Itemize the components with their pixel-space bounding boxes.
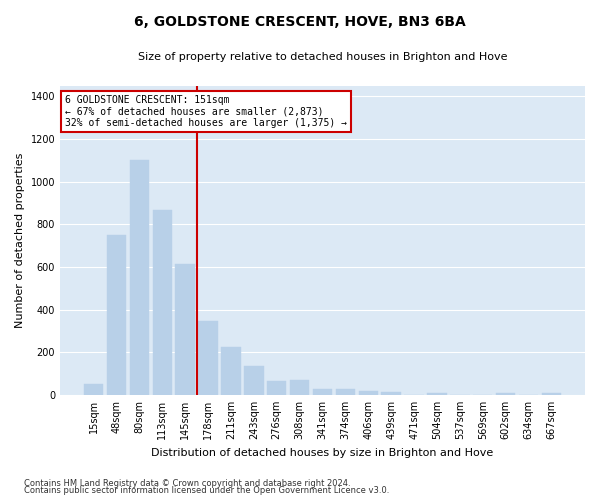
Text: Contains HM Land Registry data © Crown copyright and database right 2024.: Contains HM Land Registry data © Crown c… <box>24 478 350 488</box>
Bar <box>199 322 218 395</box>
Bar <box>313 388 332 395</box>
Bar <box>267 381 286 395</box>
Text: 6, GOLDSTONE CRESCENT, HOVE, BN3 6BA: 6, GOLDSTONE CRESCENT, HOVE, BN3 6BA <box>134 15 466 29</box>
X-axis label: Distribution of detached houses by size in Brighton and Hove: Distribution of detached houses by size … <box>151 448 494 458</box>
Text: 6 GOLDSTONE CRESCENT: 151sqm
← 67% of detached houses are smaller (2,873)
32% of: 6 GOLDSTONE CRESCENT: 151sqm ← 67% of de… <box>65 95 347 128</box>
Bar <box>290 380 310 395</box>
Bar <box>359 390 378 395</box>
Bar <box>427 393 446 395</box>
Y-axis label: Number of detached properties: Number of detached properties <box>15 152 25 328</box>
Bar <box>244 366 263 395</box>
Text: Contains public sector information licensed under the Open Government Licence v3: Contains public sector information licen… <box>24 486 389 495</box>
Bar <box>175 264 195 395</box>
Bar <box>84 384 103 395</box>
Bar <box>152 210 172 395</box>
Bar <box>496 393 515 395</box>
Bar <box>130 160 149 395</box>
Bar <box>107 235 126 395</box>
Bar <box>382 392 401 395</box>
Bar <box>335 388 355 395</box>
Title: Size of property relative to detached houses in Brighton and Hove: Size of property relative to detached ho… <box>138 52 507 62</box>
Bar <box>542 393 561 395</box>
Bar <box>221 347 241 395</box>
